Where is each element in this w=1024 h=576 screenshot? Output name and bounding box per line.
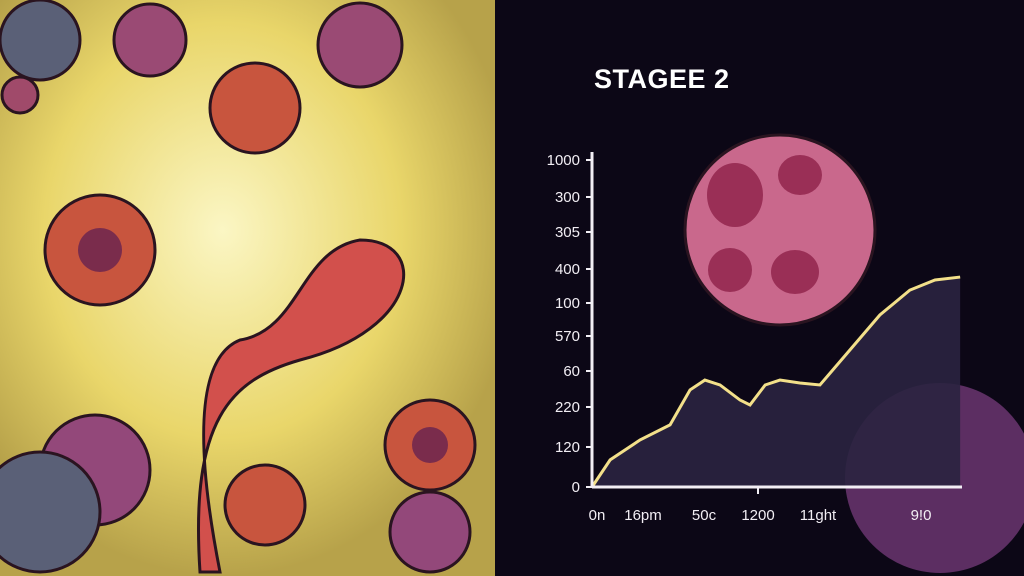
y-tick-label: 60 [563, 363, 580, 380]
x-tick-label: 9!0 [911, 507, 932, 524]
x-tick-label: 50c [692, 507, 717, 524]
y-tick-label: 220 [555, 399, 580, 416]
chart-title: STAGEE 2 [594, 64, 730, 94]
y-tick-label: 100 [555, 295, 580, 312]
y-tick-label: 305 [555, 224, 580, 241]
x-tick-label: 0n [589, 507, 606, 524]
x-tick-label: 16pm [624, 507, 662, 524]
series-line [590, 275, 961, 488]
x-tick-label: 1200 [741, 507, 774, 524]
y-tick-label: 400 [555, 261, 580, 278]
x-tick-label: 11ght [800, 507, 837, 524]
y-tick-label: 300 [555, 189, 580, 206]
y-tick-label: 0 [572, 479, 580, 496]
y-tick-label: 120 [555, 439, 580, 456]
y-tick-label: 570 [555, 328, 580, 345]
y-tick-label: 1000 [547, 152, 580, 169]
